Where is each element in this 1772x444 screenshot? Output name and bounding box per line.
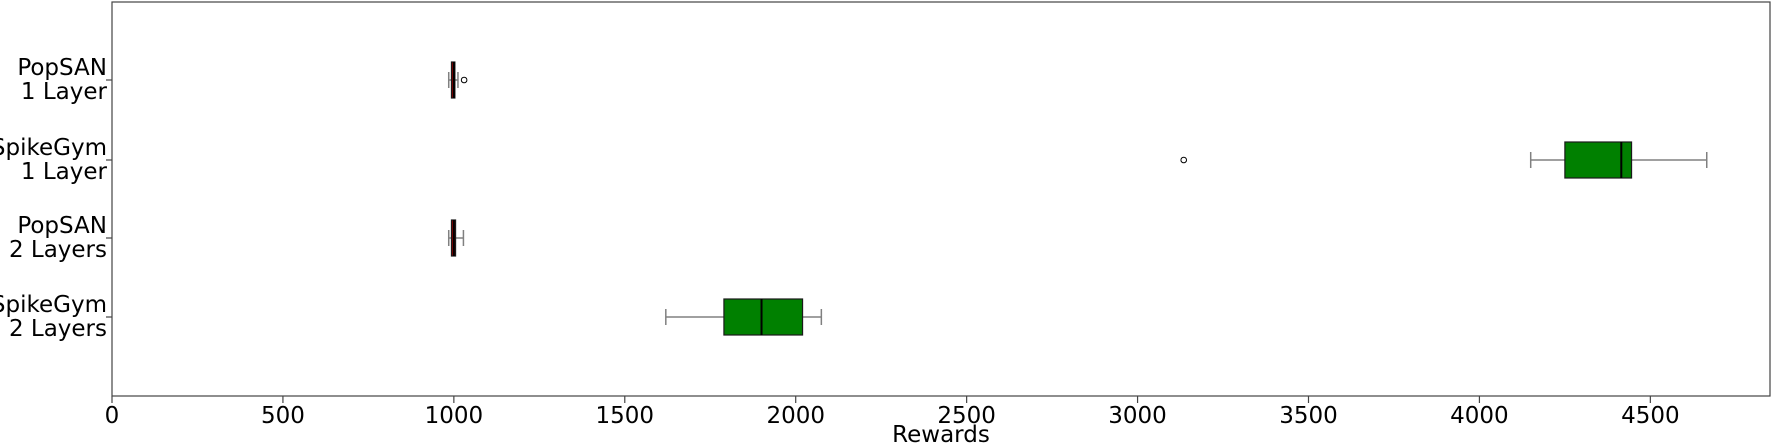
- category-label-line1: PopSAN: [17, 213, 107, 239]
- x-axis: 0 500 1000 1500 2000 2500 3000 3500 4000 4500: [105, 396, 1680, 429]
- category-label-line1: SpikeGym: [0, 292, 107, 318]
- category-label-line2: 1 Layer: [21, 159, 108, 185]
- x-tick-label: 2000: [766, 403, 825, 429]
- x-tick-label: 1000: [425, 403, 484, 429]
- category-label-line1: PopSAN: [17, 55, 107, 81]
- category-label-line2: 1 Layer: [21, 79, 108, 105]
- x-tick-label: 0: [105, 403, 120, 429]
- x-tick-label: 2500: [937, 403, 996, 429]
- box-group: [447, 61, 1708, 336]
- x-axis-title: Rewards: [892, 422, 990, 444]
- x-tick-label: 500: [261, 403, 305, 429]
- x-tick-label: 1500: [596, 403, 655, 429]
- outlier-point: [1180, 156, 1188, 164]
- x-tick-label: 4000: [1450, 403, 1509, 429]
- x-tick-label: 3000: [1108, 403, 1167, 429]
- box-iqr: [723, 298, 804, 336]
- category-label-line2: 2 Layers: [9, 316, 107, 342]
- x-tick-label: 4500: [1621, 403, 1680, 429]
- x-tick-label: 3500: [1279, 403, 1338, 429]
- plot-area-frame: [111, 1, 1771, 397]
- category-label-line1: SpikeGym: [0, 135, 107, 161]
- category-label-line2: 2 Layers: [9, 237, 107, 263]
- outlier-point: [460, 76, 468, 84]
